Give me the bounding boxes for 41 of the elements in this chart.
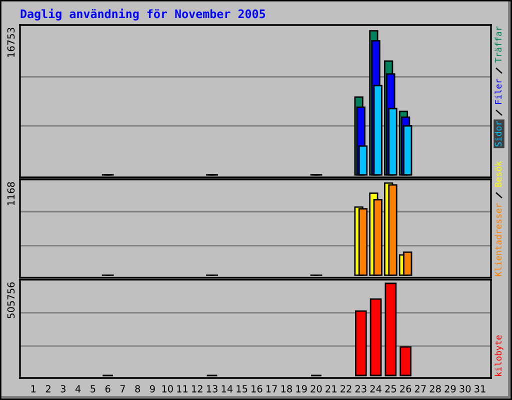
x-tick-label: 31 xyxy=(474,385,486,392)
text: 1168 xyxy=(7,182,15,206)
x-tick-label: 21 xyxy=(326,385,336,392)
x-tick-label: 22 xyxy=(340,385,352,392)
x-tick-label: 3 xyxy=(60,385,66,392)
text: kilobyte xyxy=(494,335,504,376)
x-tick-label: 23 xyxy=(355,385,366,392)
x-tick-label: 26 xyxy=(400,385,412,392)
text: Klientadresser xyxy=(494,203,502,276)
x-tick-label: 4 xyxy=(75,385,81,392)
x-tick-label: 17 xyxy=(266,385,277,392)
x-tick-label: 1 xyxy=(31,385,36,392)
chart-title: Daglig användning för November 2005 xyxy=(20,8,266,20)
text: 505756 xyxy=(7,282,15,318)
x-tick-label: 27 xyxy=(414,385,426,392)
x-tick-label: 19 xyxy=(296,385,307,392)
x-tick-label: 5 xyxy=(90,385,96,392)
x-tick-label: 14 xyxy=(222,385,233,392)
x-tick-label: 13 xyxy=(206,385,218,392)
x-tick-label: 20 xyxy=(310,385,322,392)
x-tick-label: 15 xyxy=(236,385,248,392)
x-tick-label: 25 xyxy=(385,385,396,392)
legend-label: Filer xyxy=(494,78,502,104)
x-tick-label: 12 xyxy=(192,385,202,392)
text: 16753 xyxy=(7,28,15,57)
legend-label: Sidor xyxy=(494,120,502,146)
x-tick-label: 11 xyxy=(177,385,188,392)
x-tick-label: 7 xyxy=(120,385,125,392)
x-tick-label: 30 xyxy=(460,385,471,392)
x-tick-label: 6 xyxy=(105,385,110,392)
text: Träffar xyxy=(494,26,502,63)
x-tick-label: 24 xyxy=(370,385,382,392)
text: Besök xyxy=(494,161,502,187)
x-tick-label: 18 xyxy=(281,385,292,392)
x-tick-label: 28 xyxy=(430,385,441,392)
x-tick-label: 10 xyxy=(162,385,173,392)
x-tick-label: 9 xyxy=(150,385,155,392)
x-tick-label: 16 xyxy=(252,385,262,392)
x-tick-label: 2 xyxy=(46,385,50,392)
x-tick-label: 8 xyxy=(135,385,140,392)
x-tick-label: 29 xyxy=(444,385,456,392)
